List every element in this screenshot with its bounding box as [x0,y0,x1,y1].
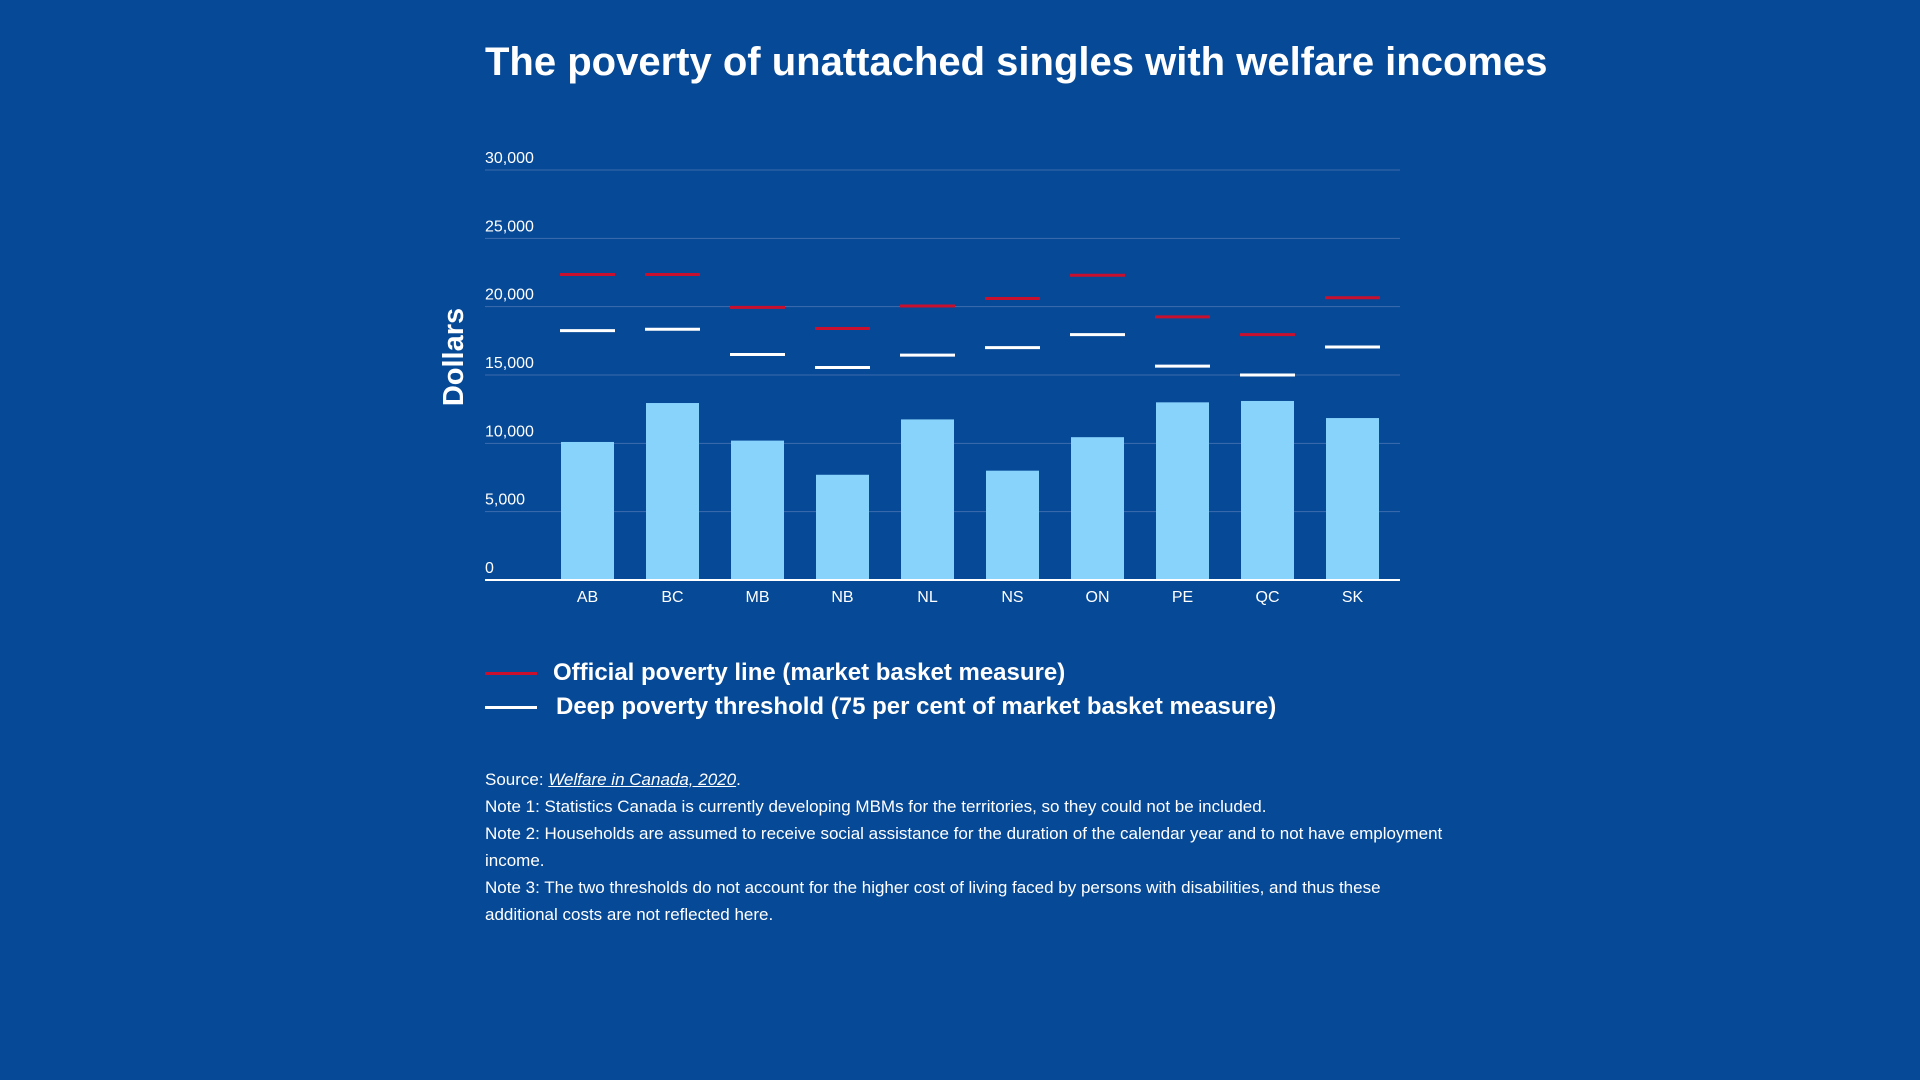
bar [1071,437,1124,580]
deep-poverty-label: Deep poverty threshold (75 per cent of m… [556,693,1277,720]
y-tick-label: 20,000 [485,287,534,304]
notes: Source: Welfare in Canada, 2020. Note 1:… [485,766,1455,928]
poverty-line-swatch [485,671,537,675]
legend-item-poverty-line: Official poverty line (market basket mea… [485,656,1276,690]
note-3: Note 3: The two thresholds do not accoun… [485,878,1381,924]
bar [901,419,954,580]
x-tick-label: SK [1342,589,1364,606]
legend: Official poverty line (market basket mea… [485,656,1276,724]
y-tick-label: 15,000 [485,355,534,372]
x-tick-label: PE [1172,589,1193,606]
bar [986,470,1039,580]
note-2: Note 2: Households are assumed to receiv… [485,824,1443,870]
source-line: Source: Welfare in Canada, 2020. [485,766,1455,793]
bar [1241,400,1294,580]
y-axis-title: Dollars [438,308,470,406]
bar [646,403,699,580]
y-tick-label: 0 [485,560,494,577]
note-1: Note 1: Statistics Canada is currently d… [485,797,1267,816]
y-tick-label: 5,000 [485,492,525,509]
bar [1326,418,1379,580]
chart-title: The poverty of unattached singles with w… [485,40,1548,84]
deep-poverty-swatch [485,705,537,709]
poverty-line-label: Official poverty line (market basket mea… [553,659,1066,686]
y-tick-label: 10,000 [485,423,534,440]
x-tick-label: NS [1001,589,1023,606]
x-tick-label: MB [746,589,770,606]
x-tick-label: AB [577,589,598,606]
x-tick-label: BC [661,589,683,606]
bar [816,474,869,580]
source-prefix: Source: [485,770,549,789]
y-tick-label: 25,000 [485,218,534,235]
source-suffix: . [736,770,741,789]
x-tick-label: NL [917,589,938,606]
y-tick-label: 30,000 [485,150,534,167]
bar [731,440,784,580]
legend-item-deep-poverty: Deep poverty threshold (75 per cent of m… [485,690,1276,724]
bar [1156,402,1209,580]
bar [561,441,614,580]
x-tick-label: QC [1256,589,1280,606]
source-link[interactable]: Welfare in Canada, 2020 [548,770,737,789]
x-tick-label: NB [831,589,853,606]
x-tick-label: ON [1086,589,1110,606]
